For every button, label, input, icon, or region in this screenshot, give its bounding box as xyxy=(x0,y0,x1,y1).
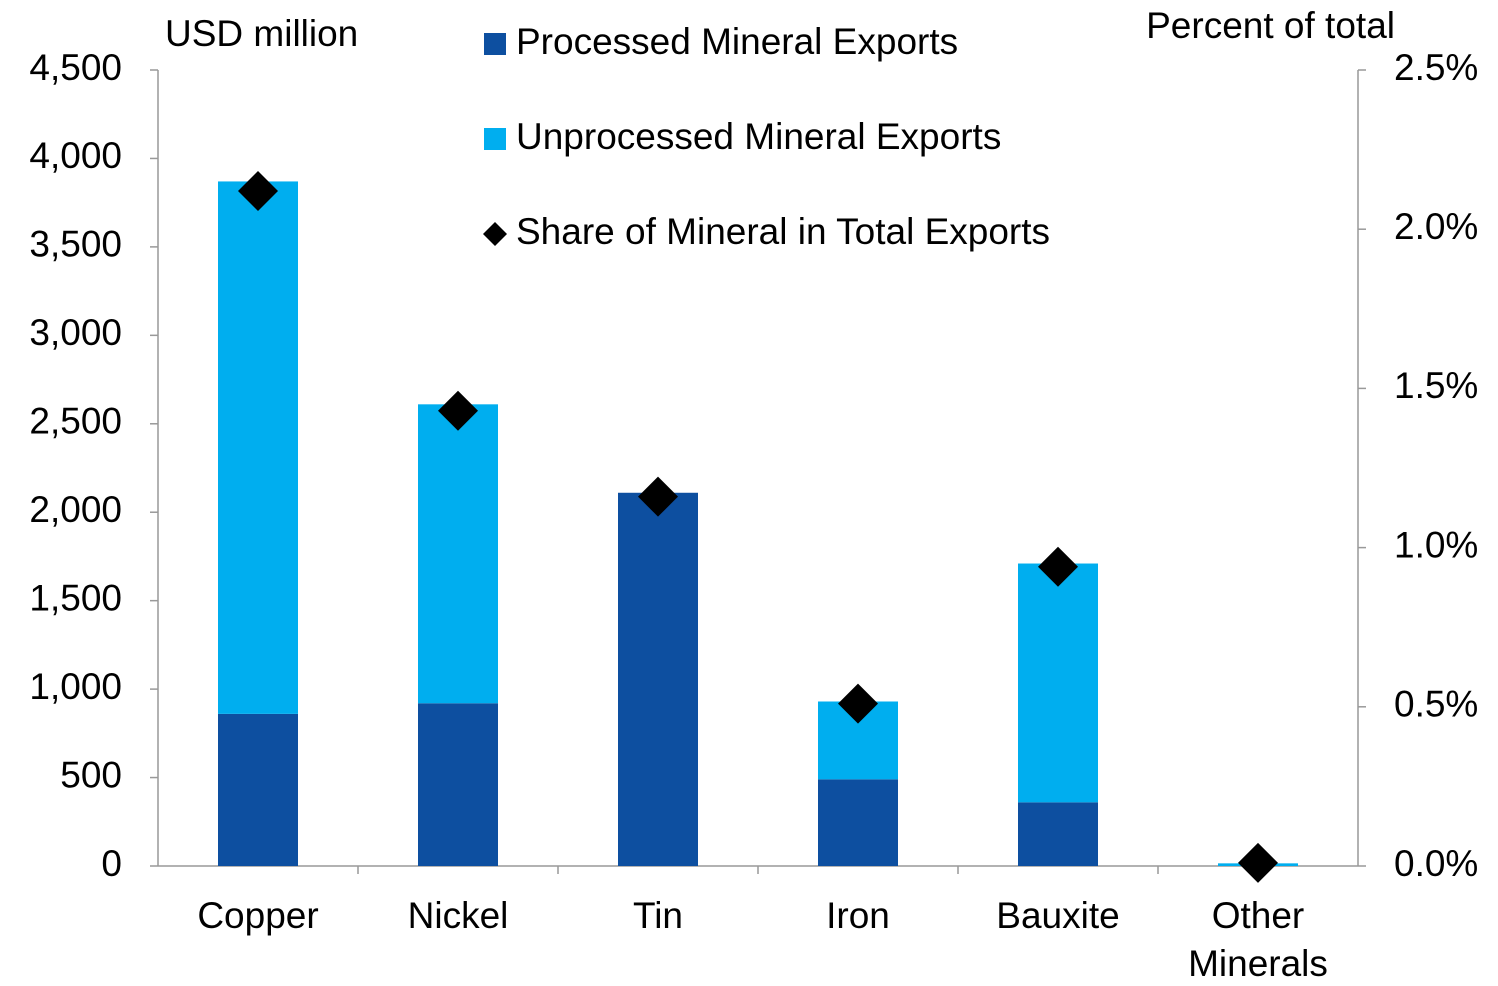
y-tick-label: 4,500 xyxy=(29,47,122,88)
bar xyxy=(218,181,298,714)
marker xyxy=(638,476,678,517)
bar xyxy=(618,492,698,866)
y2-tick-label: 1.5% xyxy=(1394,365,1478,406)
x-tick-label: Other Minerals xyxy=(1188,895,1328,984)
x-tick-label: Tin xyxy=(633,895,683,936)
x-tick-label: Iron xyxy=(826,895,890,936)
bar xyxy=(1018,802,1098,866)
bar xyxy=(418,404,498,704)
y2-tick-label: 1.0% xyxy=(1394,524,1478,565)
legend-label: Share of Mineral in Total Exports xyxy=(516,211,1050,252)
y-tick-label: 1,500 xyxy=(29,577,122,618)
x-tick-label: Bauxite xyxy=(996,895,1119,936)
legend-swatch xyxy=(483,222,507,246)
marker xyxy=(838,683,878,724)
bar xyxy=(1018,563,1098,803)
legend-swatch xyxy=(484,33,506,55)
y2-tick-label: 0.5% xyxy=(1394,684,1478,725)
y-tick-label: 2,500 xyxy=(29,401,122,442)
y-tick-label: 0 xyxy=(101,843,122,884)
legend-label: Unprocessed Mineral Exports xyxy=(516,116,1001,157)
legend-label: Processed Mineral Exports xyxy=(516,21,958,62)
y-tick-label: 500 xyxy=(60,754,122,795)
y-tick-label: 1,000 xyxy=(29,666,122,707)
y2-tick-label: 2.5% xyxy=(1394,47,1478,88)
marker xyxy=(1238,842,1278,883)
bar xyxy=(818,779,898,866)
y2-tick-label: 2.0% xyxy=(1394,206,1478,247)
bar xyxy=(218,713,298,866)
y2-tick-label: 0.0% xyxy=(1394,843,1478,884)
marker xyxy=(438,390,478,431)
x-tick-label: Copper xyxy=(197,895,318,936)
marker xyxy=(1038,546,1078,587)
y-tick-label: 3,500 xyxy=(29,224,122,265)
y2-axis-title: Percent of total xyxy=(1146,5,1395,46)
legend-swatch xyxy=(484,128,506,150)
marker xyxy=(238,170,278,211)
bar xyxy=(418,703,498,866)
y-axis-title: USD million xyxy=(165,13,358,54)
x-tick-label: Nickel xyxy=(408,895,509,936)
y-tick-label: 4,000 xyxy=(29,135,122,176)
y-tick-label: 3,000 xyxy=(29,312,122,353)
y-tick-label: 2,000 xyxy=(29,489,122,530)
